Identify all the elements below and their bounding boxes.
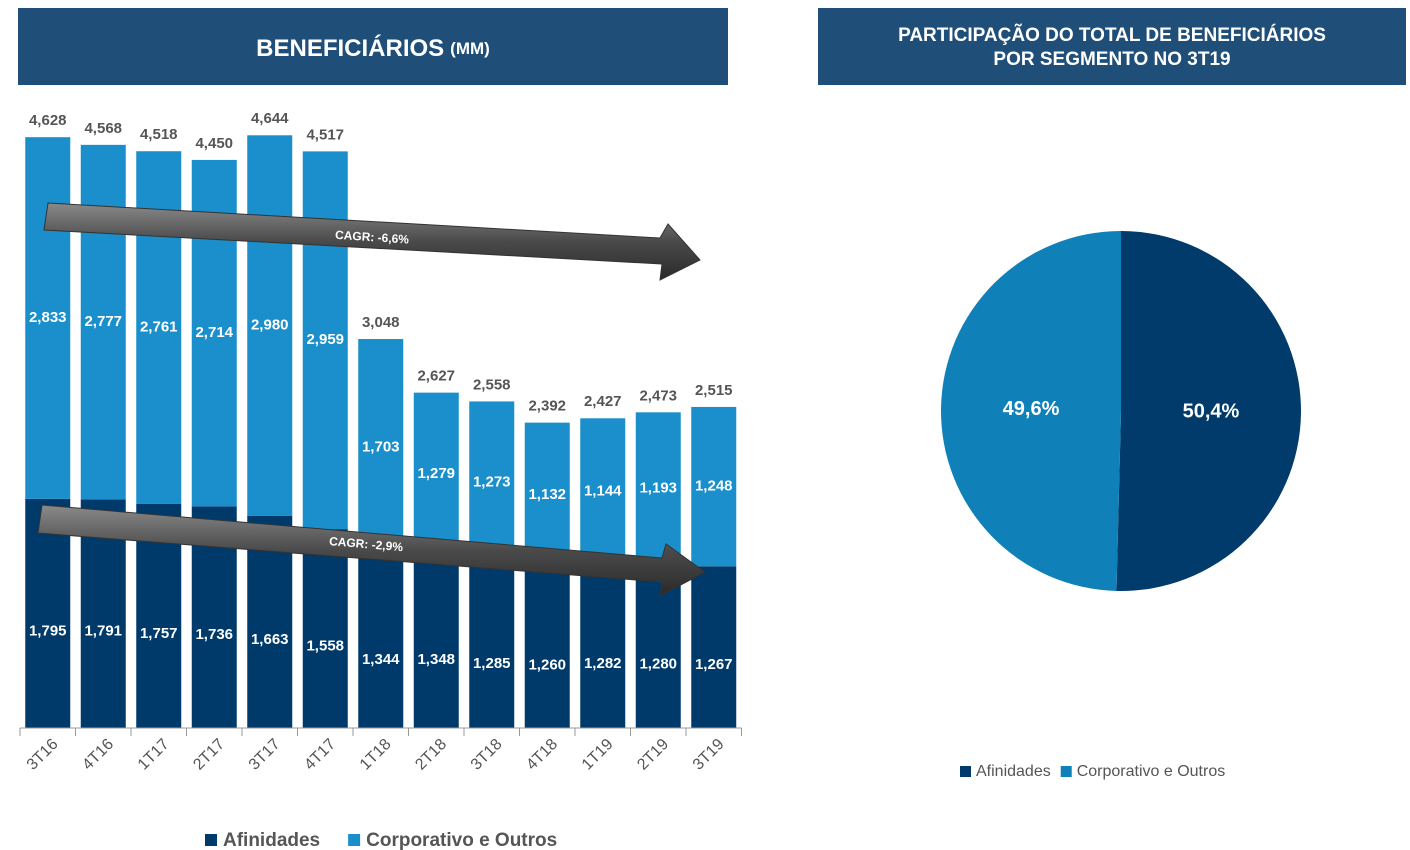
x-tick-label: 1T18	[357, 736, 395, 774]
bar-segment	[524, 567, 570, 728]
bar-segment	[635, 564, 681, 728]
x-tick-label: 4T16	[79, 736, 117, 774]
bar-segment	[691, 566, 737, 728]
value-label: 1,348	[417, 651, 455, 668]
x-tick-label: 4T17	[301, 736, 339, 774]
bar-segment	[358, 339, 404, 557]
value-label: 1,285	[473, 655, 511, 672]
bar-segment	[691, 406, 737, 567]
value-label: 1,663	[251, 631, 289, 648]
value-label: 1,703	[362, 439, 400, 456]
value-label: 1,757	[140, 625, 178, 642]
trend-arrow	[43, 202, 701, 281]
bar-segment	[524, 422, 570, 568]
value-label: 2,714	[195, 324, 233, 341]
value-label: 2,959	[306, 331, 344, 348]
x-tick-label: 2T19	[634, 736, 672, 774]
total-label: 2,515	[695, 382, 733, 399]
bar-segment	[580, 564, 626, 728]
value-label: 1,558	[306, 638, 344, 655]
x-tick-label: 3T16	[24, 736, 62, 774]
value-label: 1,267	[695, 656, 733, 673]
value-label: 1,132	[528, 486, 566, 503]
total-label: 4,518	[140, 126, 178, 143]
value-label: 1,795	[29, 622, 67, 639]
total-label: 4,568	[84, 120, 122, 137]
title-main: BENEFICIÁRIOS	[256, 34, 444, 62]
value-label: 1,791	[84, 623, 122, 640]
bar-segment	[413, 555, 459, 728]
x-tick-label: 2T18	[412, 736, 450, 774]
x-tick-label: 3T18	[468, 736, 506, 774]
total-label: 2,627	[417, 368, 455, 385]
total-label: 2,473	[639, 387, 677, 404]
total-label: 2,558	[473, 376, 511, 393]
x-tick-label: 4T18	[523, 736, 561, 774]
pie-chart: 50,4% 49,6% Afinidades Corporativo e Outros	[941, 231, 1302, 780]
chart-title: BENEFICIÁRIOS (MM)	[256, 34, 490, 62]
pie-title: POR SEGMENTO NO 3T19	[993, 49, 1230, 70]
value-label: 2,761	[140, 318, 178, 335]
value-label: 1,260	[528, 657, 566, 674]
bar-segment	[358, 556, 404, 728]
value-label: 1,279	[417, 465, 455, 482]
arrows: CAGR: -6,6% CAGR: -2,9%	[37, 202, 706, 597]
title-bar	[18, 8, 728, 85]
legend-label: Afinidades	[223, 830, 320, 850]
x-tick-label: 1T17	[135, 736, 173, 774]
bar-segment	[302, 151, 348, 530]
value-label: 1,344	[362, 651, 400, 668]
value-label: 1,193	[639, 479, 677, 496]
legend-label: Afinidades	[976, 763, 1051, 780]
bar-segment	[469, 563, 515, 728]
bar-segment	[25, 498, 71, 728]
total-label: 4,628	[29, 112, 67, 129]
value-label: 1,248	[695, 478, 733, 495]
legend-swatch	[348, 834, 361, 846]
x-tick-label: 3T17	[246, 736, 284, 774]
total-label: 4,450	[195, 135, 233, 152]
total-label: 4,644	[251, 110, 289, 127]
legend-swatch	[205, 834, 217, 846]
bar-segment	[25, 137, 71, 499]
trend-arrow	[37, 504, 706, 597]
legend-label: Corporativo e Outros	[1077, 763, 1226, 780]
value-label: 1,144	[584, 482, 622, 499]
bar-segment	[635, 412, 681, 565]
slice-label: 49,6%	[1003, 398, 1060, 420]
bar-segment	[302, 529, 348, 728]
value-label: 1,282	[584, 655, 622, 672]
total-label: 2,427	[584, 393, 622, 410]
title-unit: (MM)	[450, 39, 490, 58]
bar-segment	[580, 418, 626, 565]
legend-swatch	[1060, 766, 1072, 777]
x-tick-label: 1T19	[579, 736, 617, 774]
x-tick-label: 3T19	[690, 736, 728, 774]
annotation: CAGR: -2,9%	[329, 534, 404, 554]
value-label: 2,980	[251, 316, 289, 333]
total-label: 4,517	[306, 126, 344, 143]
pie-title: PARTICIPAÇÃO DO TOTAL DE BENEFICIÁRIOS	[898, 24, 1326, 46]
total-label: 2,392	[528, 398, 566, 415]
slice-label: 50,4%	[1183, 400, 1240, 422]
value-label: 1,736	[195, 626, 233, 643]
value-label: 2,777	[84, 313, 122, 330]
bar-segment	[469, 401, 515, 564]
value-label: 2,833	[29, 309, 67, 326]
pie-slice	[941, 231, 1121, 591]
legend-swatch	[960, 766, 971, 777]
bar-segment	[413, 392, 459, 556]
value-label: 1,273	[473, 474, 511, 491]
value-label: 1,280	[639, 655, 677, 672]
x-tick-label: 2T17	[190, 736, 228, 774]
annotation: CAGR: -6,6%	[335, 228, 410, 247]
total-label: 3,048	[362, 314, 400, 331]
bar-segment	[80, 144, 126, 500]
pie-slice	[1116, 231, 1302, 592]
legend-label: Corporativo e Outros	[366, 830, 557, 850]
title-bar	[818, 8, 1406, 85]
bar-segment	[247, 135, 293, 516]
